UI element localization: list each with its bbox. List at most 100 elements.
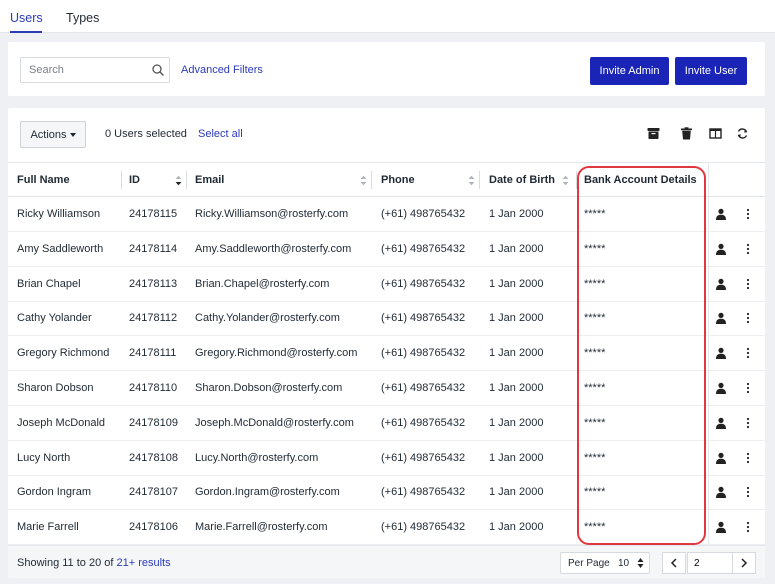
- table-footer: Showing 11 to 20 of 21+ results Per Page…: [8, 545, 765, 578]
- more-options-icon[interactable]: [745, 208, 751, 220]
- column-divider: [576, 171, 577, 189]
- prev-page-button[interactable]: [662, 552, 686, 574]
- cell-bank-account: *****: [584, 312, 606, 325]
- cell-email: Lucy.North@rosterfy.com: [195, 451, 319, 464]
- cell-full-name: Gregory Richmond: [17, 347, 110, 360]
- table-row[interactable]: Gregory Richmond 24178111 Gregory.Richmond…: [8, 336, 765, 372]
- more-options-icon[interactable]: [745, 417, 751, 429]
- cell-phone: (+61) 498765432: [381, 277, 466, 290]
- column-divider: [708, 197, 709, 231]
- page-number-input[interactable]: [687, 552, 733, 574]
- invite-user-button[interactable]: Invite User: [675, 57, 747, 85]
- more-options-icon[interactable]: [745, 452, 751, 464]
- search-input[interactable]: [21, 58, 149, 82]
- cell-phone: (+61) 498765432: [381, 451, 466, 464]
- column-header-email[interactable]: Email: [195, 174, 225, 186]
- column-divider: [708, 231, 709, 266]
- trash-icon[interactable]: [680, 127, 693, 140]
- cell-phone: (+61) 498765432: [381, 208, 466, 220]
- table-row[interactable]: Sharon Dobson 24178110 Sharon.Dobson@roste…: [8, 371, 765, 406]
- cell-date-of-birth: 1 Jan 2000: [489, 521, 544, 534]
- cell-date-of-birth: 1 Jan 2000: [489, 242, 544, 255]
- columns-icon[interactable]: [709, 127, 722, 140]
- refresh-icon[interactable]: [736, 127, 749, 140]
- cell-date-of-birth: 1 Jan 2000: [489, 382, 544, 394]
- table-row[interactable]: Cathy Yolander 24178112 Cathy.Yolander@ros…: [8, 301, 765, 337]
- cell-id: 24178115: [129, 208, 178, 220]
- sort-icon[interactable]: [468, 175, 475, 186]
- table-row[interactable]: Joseph McDonald 24178109 Joseph.McDonald@r…: [8, 405, 765, 441]
- more-options-icon[interactable]: [745, 312, 751, 324]
- invite-admin-button[interactable]: Invite Admin: [590, 57, 669, 85]
- archive-icon[interactable]: [647, 127, 660, 140]
- user-profile-icon[interactable]: [715, 417, 727, 429]
- tab-users[interactable]: Users: [10, 11, 43, 25]
- column-header-id[interactable]: ID: [129, 174, 140, 186]
- cell-full-name: Marie Farrell: [17, 521, 79, 534]
- user-profile-icon[interactable]: [715, 243, 727, 255]
- user-profile-icon[interactable]: [715, 347, 727, 360]
- cell-id: 24178112: [129, 312, 178, 325]
- cell-phone: (+61) 498765432: [381, 521, 466, 534]
- table-row[interactable]: Ricky Williamson 24178115 Ricky.Williamson…: [8, 197, 765, 232]
- cell-email: Gordon.Ingram@rosterfy.com: [195, 486, 340, 499]
- user-profile-icon[interactable]: [715, 312, 727, 325]
- user-profile-icon[interactable]: [715, 278, 727, 290]
- sort-icon[interactable]: [562, 175, 569, 186]
- cell-date-of-birth: 1 Jan 2000: [489, 312, 544, 325]
- more-options-icon[interactable]: [745, 382, 751, 394]
- cell-date-of-birth: 1 Jan 2000: [489, 277, 544, 290]
- cell-email: Ricky.Williamson@rosterfy.com: [195, 208, 349, 220]
- table-row[interactable]: Gordon Ingram 24178107 Gordon.Ingram@roste…: [8, 475, 765, 511]
- cell-bank-account: *****: [584, 208, 606, 220]
- cell-id: 24178108: [129, 451, 178, 464]
- cell-full-name: Ricky Williamson: [17, 208, 101, 220]
- table-row[interactable]: Amy Saddleworth 24178114 Amy.Saddleworth@r…: [8, 231, 765, 267]
- cell-email: Sharon.Dobson@rosterfy.com: [195, 382, 343, 394]
- more-options-icon[interactable]: [745, 486, 751, 498]
- table-row[interactable]: Lucy North 24178108 Lucy.North@rosterfy.co…: [8, 440, 765, 476]
- chevron-right-icon: [741, 558, 748, 568]
- user-profile-icon[interactable]: [715, 486, 727, 499]
- sort-desc-icon[interactable]: [175, 175, 182, 186]
- more-options-icon[interactable]: [745, 347, 751, 359]
- sort-icon[interactable]: [360, 175, 367, 186]
- table-row[interactable]: Marie Farrell 24178106 Marie.Farrell@roste…: [8, 510, 765, 546]
- cell-id: 24178110: [129, 382, 178, 394]
- user-profile-icon[interactable]: [715, 521, 727, 534]
- cell-email: Gregory.Richmond@rosterfy.com: [195, 347, 358, 360]
- more-options-icon[interactable]: [745, 278, 751, 290]
- cell-email: Cathy.Yolander@rosterfy.com: [195, 312, 340, 325]
- column-header-date-of-birth[interactable]: Date of Birth: [489, 174, 555, 186]
- column-header-bank-account-details[interactable]: Bank Account Details: [584, 174, 697, 186]
- column-divider: [708, 510, 709, 545]
- actions-dropdown-button[interactable]: Actions: [20, 121, 86, 148]
- filter-panel: Advanced Filters Invite Admin Invite Use…: [8, 42, 765, 96]
- cell-date-of-birth: 1 Jan 2000: [489, 416, 544, 429]
- column-divider: [708, 405, 709, 440]
- cell-phone: (+61) 498765432: [381, 486, 466, 499]
- search-icon[interactable]: [151, 63, 165, 77]
- select-all-link[interactable]: Select all: [198, 128, 243, 140]
- user-profile-icon[interactable]: [715, 208, 727, 220]
- chevron-left-icon: [670, 558, 677, 568]
- next-page-button[interactable]: [732, 552, 756, 574]
- cell-email: Joseph.McDonald@rosterfy.com: [195, 416, 354, 429]
- column-header-full-name[interactable]: Full Name: [17, 174, 70, 186]
- user-profile-icon[interactable]: [715, 382, 727, 394]
- tab-types[interactable]: Types: [66, 11, 100, 25]
- more-options-icon[interactable]: [745, 243, 751, 255]
- cell-date-of-birth: 1 Jan 2000: [489, 208, 544, 220]
- column-header-phone[interactable]: Phone: [381, 174, 415, 186]
- column-divider: [186, 171, 187, 189]
- caret-down-icon: [69, 132, 76, 137]
- per-page-select[interactable]: Per Page 10: [560, 552, 650, 574]
- select-arrows-icon: [637, 558, 644, 568]
- results-count-link[interactable]: 21+ results: [116, 557, 171, 569]
- active-tab-indicator: [10, 31, 42, 33]
- column-divider: [708, 266, 709, 301]
- advanced-filters-link[interactable]: Advanced Filters: [181, 64, 263, 76]
- table-row[interactable]: Brian Chapel 24178113 Brian.Chapel@rosterf…: [8, 266, 765, 302]
- more-options-icon[interactable]: [745, 521, 751, 533]
- user-profile-icon[interactable]: [715, 452, 727, 464]
